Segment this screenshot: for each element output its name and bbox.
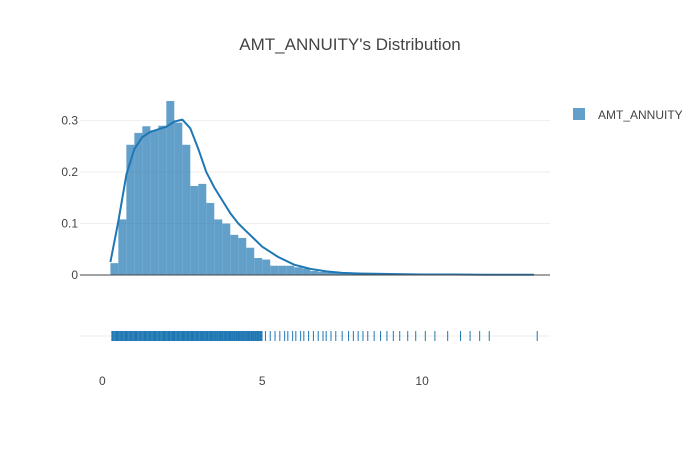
x-tick-label: 10	[415, 374, 429, 388]
histogram-bar	[118, 219, 127, 275]
histogram-bar	[166, 101, 175, 275]
histogram-bar	[310, 270, 319, 275]
histogram-bar	[214, 219, 223, 275]
histogram-bar	[182, 144, 191, 275]
histogram-bar	[302, 268, 311, 275]
legend-swatch[interactable]	[573, 108, 585, 120]
histogram-bar	[294, 267, 303, 275]
histogram-bar	[110, 263, 119, 275]
histogram-bar	[222, 223, 231, 275]
histogram-bar	[230, 234, 239, 275]
histogram-bar	[262, 259, 271, 275]
histogram-bar	[270, 265, 279, 275]
histogram-bar	[254, 258, 263, 275]
legend[interactable]: AMT_ANNUITY	[573, 108, 683, 122]
histogram-bar	[126, 144, 135, 275]
histogram-bars	[110, 101, 535, 275]
kde-line	[109, 118, 535, 276]
x-tick-label: 0	[99, 374, 106, 388]
histogram-bar	[286, 265, 295, 275]
histogram-bar	[318, 271, 327, 275]
rug-plot	[111, 331, 538, 341]
y-tick-label: 0.1	[61, 217, 78, 231]
histogram-bar	[334, 272, 343, 275]
histogram-bar	[134, 132, 143, 275]
histogram-bar	[342, 273, 351, 275]
histogram-bar	[158, 125, 167, 275]
y-tick-label: 0.2	[61, 165, 78, 179]
histogram-bar	[190, 185, 199, 275]
chart-title: AMT_ANNUITY's Distribution	[239, 35, 460, 54]
histogram-bar	[326, 272, 335, 275]
x-tick-label: 5	[259, 374, 266, 388]
histogram-bar	[142, 126, 151, 275]
histogram-bar	[278, 265, 287, 275]
histogram-bar	[206, 202, 215, 275]
y-tick-label: 0	[71, 268, 78, 282]
density-curve	[109, 118, 535, 276]
histogram-bar	[238, 237, 247, 275]
y-tick-label: 0.3	[61, 114, 78, 128]
axes: 0 0.1 0.2 0.3 0 5 10	[61, 114, 550, 388]
histogram-bar	[246, 247, 255, 275]
histogram-bar	[174, 122, 183, 275]
histogram-bar	[198, 183, 207, 275]
legend-label[interactable]: AMT_ANNUITY	[598, 108, 683, 122]
histogram-bar	[150, 130, 159, 275]
